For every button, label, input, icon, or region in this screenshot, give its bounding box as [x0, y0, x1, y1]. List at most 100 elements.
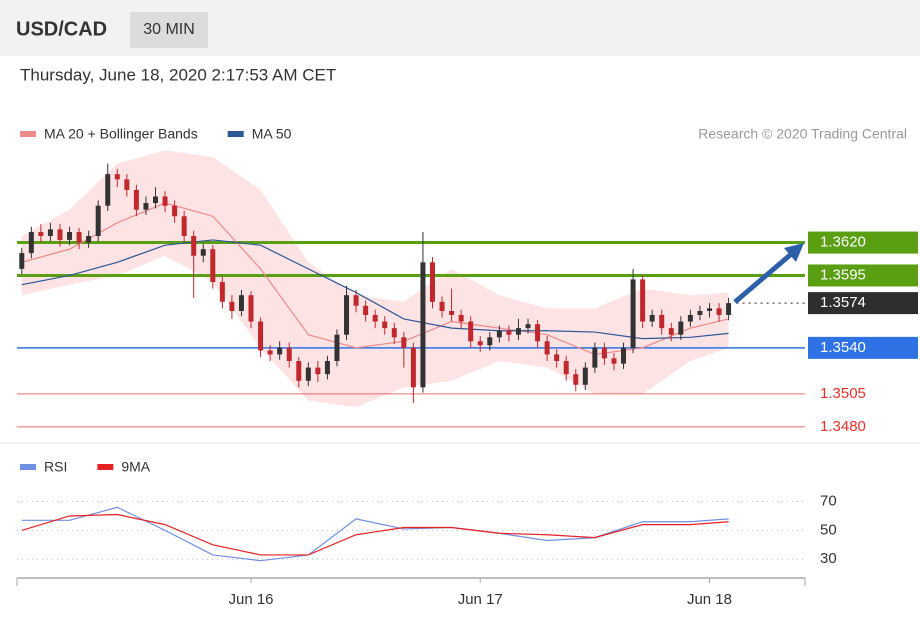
candle-body — [420, 262, 426, 388]
legend-label: 9MA — [121, 459, 150, 475]
candle-body — [86, 235, 92, 243]
candle-body — [181, 216, 187, 236]
moving-average — [21, 239, 729, 340]
candle-body — [67, 232, 73, 240]
candle-body — [210, 249, 216, 283]
candle-body — [334, 334, 340, 362]
legend-label: RSI — [44, 459, 67, 475]
candle-body — [592, 347, 598, 368]
candle-body — [535, 324, 541, 342]
candle-body — [563, 361, 569, 375]
candle-body — [372, 314, 378, 322]
candle-body — [439, 301, 445, 312]
candle-body — [496, 330, 502, 338]
moving-average — [21, 202, 729, 356]
y-tick-label: 70 — [820, 493, 837, 510]
y-tick-label: 50 — [820, 521, 837, 538]
interval-box — [130, 12, 208, 48]
candle-body — [305, 367, 311, 381]
candle-body — [172, 205, 178, 217]
candle-body — [544, 341, 550, 355]
candle-body — [506, 330, 512, 335]
candle-body — [267, 350, 273, 355]
candle-body — [95, 205, 101, 236]
candle-body — [353, 295, 359, 306]
level-label: 1.3480 — [820, 418, 866, 435]
series-line — [21, 506, 729, 562]
candle-body — [229, 301, 235, 312]
candle-body — [668, 328, 674, 335]
interval: 30 MIN — [143, 21, 195, 38]
level-label: 1.3595 — [820, 266, 866, 283]
candle-body — [640, 279, 646, 322]
x-tick-label: Jun 16 — [228, 591, 273, 608]
candle-body — [525, 324, 531, 329]
candle-body — [687, 314, 693, 322]
legend-swatch — [227, 131, 244, 137]
candle-body — [152, 196, 158, 204]
candle-body — [114, 174, 120, 180]
timestamp: Thursday, June 18, 2020 2:17:53 AM CET — [20, 65, 336, 84]
y-tick-label: 30 — [820, 550, 837, 567]
candle-body — [477, 341, 483, 346]
candle-body — [582, 367, 588, 385]
candle-body — [382, 321, 388, 329]
legend-swatch — [20, 464, 36, 470]
candle-body — [410, 347, 416, 388]
bollinger-band — [21, 150, 729, 408]
candle-body — [573, 374, 579, 385]
candle-body — [391, 328, 397, 338]
legend-label: MA 20 + Bollinger Bands — [44, 126, 198, 142]
candle-body — [515, 328, 521, 335]
candle-body — [678, 321, 684, 335]
level-label: 1.3540 — [820, 339, 866, 356]
level-box — [808, 336, 918, 359]
candle-body — [487, 337, 493, 346]
candle-body — [47, 229, 53, 236]
level-label: 1.3620 — [820, 234, 866, 251]
candle-body — [105, 174, 111, 206]
forecast-arrowhead — [784, 243, 804, 262]
candle-body — [57, 229, 63, 240]
candle-body — [200, 249, 206, 256]
candle-body — [133, 189, 139, 210]
candle-body — [429, 262, 435, 302]
candle-body — [458, 314, 464, 322]
candle-body — [697, 311, 703, 315]
candle-body — [363, 305, 369, 315]
candle-body — [630, 279, 636, 348]
candle-body — [649, 314, 655, 322]
candle-body — [601, 347, 607, 359]
legend-swatch — [20, 131, 36, 137]
candle-body — [611, 358, 617, 364]
level-box — [808, 231, 918, 254]
forecast-arrow — [733, 248, 798, 304]
symbol: USD/CAD — [16, 18, 107, 40]
candle-body — [76, 232, 82, 243]
level-box — [808, 292, 918, 315]
candle-body — [19, 253, 25, 269]
candle-body — [248, 295, 254, 322]
candle-body — [716, 308, 722, 315]
level-box — [808, 264, 918, 287]
credit: Research © 2020 Trading Central — [698, 126, 907, 142]
legend-label: MA 50 — [252, 126, 292, 142]
x-tick-label: Jun 18 — [687, 591, 732, 608]
level-label: 1.3574 — [820, 294, 866, 311]
candle-body — [124, 179, 130, 190]
candle-body — [554, 354, 560, 362]
candle-body — [238, 295, 244, 312]
legend-swatch — [97, 464, 114, 470]
candle-body — [296, 361, 302, 381]
candle-body — [28, 232, 34, 254]
candle-body — [659, 314, 665, 329]
candle-body — [401, 337, 407, 348]
candle-body — [726, 303, 732, 315]
candle-body — [621, 347, 627, 364]
candle-body — [324, 361, 330, 375]
candle-body — [315, 367, 321, 375]
candle-body — [38, 232, 44, 236]
level-label: 1.3505 — [820, 385, 866, 402]
